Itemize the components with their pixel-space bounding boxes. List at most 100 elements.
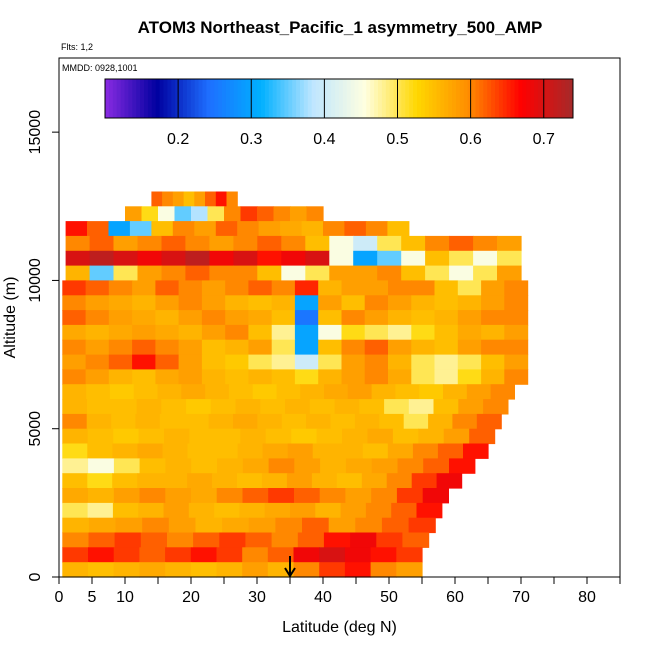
colorbar-segment bbox=[389, 79, 395, 118]
y-axis-label: Altitude (m) bbox=[2, 277, 19, 359]
colorbar-segment bbox=[385, 79, 391, 118]
colorbar-segment bbox=[218, 79, 223, 118]
heatmap-cell bbox=[62, 399, 88, 415]
heatmap-cell bbox=[294, 310, 319, 326]
heatmap-cell bbox=[297, 532, 325, 548]
heatmap-cell bbox=[245, 532, 273, 548]
colorbar-segment bbox=[436, 79, 441, 118]
heatmap-cell bbox=[85, 295, 110, 311]
colorbar-segment bbox=[264, 79, 270, 118]
heatmap-cell bbox=[113, 235, 139, 252]
heatmap-cell bbox=[271, 369, 296, 385]
heatmap-cell bbox=[401, 235, 426, 252]
colorbar-segment bbox=[147, 79, 153, 118]
heatmap-cell bbox=[318, 280, 343, 296]
heatmap-cell bbox=[457, 295, 482, 311]
heatmap-cell bbox=[108, 339, 133, 356]
heatmap-cell bbox=[362, 443, 389, 459]
heatmap-cell bbox=[115, 517, 143, 534]
heatmap-cell bbox=[237, 473, 263, 489]
heatmap-cell bbox=[402, 532, 430, 548]
colorbar-tick-label: 0.6 bbox=[460, 131, 482, 148]
heatmap-cell bbox=[62, 354, 87, 370]
colorbar-segment bbox=[292, 79, 297, 118]
heatmap-cell bbox=[88, 547, 115, 563]
heatmap-cell bbox=[294, 488, 321, 504]
heatmap-cell bbox=[483, 399, 509, 415]
heatmap-cell bbox=[190, 547, 218, 563]
heatmap-cell bbox=[341, 339, 366, 356]
heatmap-cell bbox=[388, 354, 412, 370]
colorbar-segment bbox=[498, 79, 504, 118]
heatmap-cell bbox=[242, 562, 269, 578]
heatmap-cell bbox=[161, 265, 187, 281]
heatmap-cell bbox=[225, 354, 250, 370]
heatmap-cell bbox=[257, 250, 282, 267]
heatmap-cell bbox=[457, 324, 482, 341]
heatmap-cell bbox=[364, 310, 389, 326]
heatmap-cell bbox=[473, 265, 498, 281]
heatmap-cell bbox=[504, 324, 529, 341]
heatmap-cell bbox=[186, 399, 212, 415]
heatmap-cell bbox=[397, 458, 424, 474]
heatmap-cell bbox=[108, 369, 133, 385]
colorbar-segment bbox=[307, 79, 313, 118]
heatmap-cell bbox=[306, 413, 332, 430]
heatmap-cell bbox=[381, 517, 410, 534]
heatmap-cell bbox=[443, 428, 470, 445]
heatmap-cell bbox=[88, 562, 115, 578]
heatmap-cell bbox=[271, 339, 296, 356]
heatmap-cell bbox=[312, 443, 339, 459]
heatmap-cell bbox=[457, 354, 482, 370]
heatmap-cell bbox=[344, 562, 372, 578]
colorbar-segment bbox=[557, 79, 562, 118]
heatmap-cell bbox=[62, 384, 87, 400]
heatmap-cell bbox=[188, 502, 215, 519]
colorbar-segment bbox=[151, 79, 157, 118]
heatmap-cell bbox=[108, 295, 133, 311]
x-tick-label: 80 bbox=[578, 589, 596, 606]
heatmap-cell bbox=[108, 354, 133, 370]
heatmap-cell bbox=[135, 413, 161, 430]
heatmap-cell bbox=[318, 310, 343, 326]
x-tick-label: 10 bbox=[116, 589, 134, 606]
colorbar-segment bbox=[245, 79, 250, 118]
heatmap-cell bbox=[129, 221, 152, 237]
heatmap-cell bbox=[364, 295, 389, 311]
heatmap-cell bbox=[309, 399, 336, 415]
x-tick-label: 30 bbox=[248, 589, 266, 606]
x-tick-label: 20 bbox=[182, 589, 200, 606]
heatmap-cell bbox=[137, 235, 163, 252]
colorbar-segment bbox=[487, 79, 492, 118]
heatmap-cell bbox=[347, 384, 373, 400]
heatmap-cell bbox=[191, 206, 209, 222]
heatmap-cell bbox=[209, 235, 234, 252]
heatmap-cell bbox=[504, 280, 529, 296]
heatmap-cell bbox=[434, 280, 459, 296]
heatmap-cell bbox=[341, 369, 366, 385]
heatmap-cell bbox=[158, 206, 176, 222]
heatmap-cell bbox=[392, 428, 419, 445]
heatmap-cell bbox=[225, 310, 250, 326]
colorbar-segment bbox=[120, 79, 125, 118]
heatmap-cell bbox=[62, 295, 87, 311]
colorbar-segment bbox=[534, 79, 539, 118]
heatmap-cell bbox=[408, 517, 436, 534]
colorbar-segment bbox=[132, 79, 137, 118]
x-tick-label: 60 bbox=[446, 589, 464, 606]
heatmap-cell bbox=[320, 458, 347, 474]
heatmap-cell bbox=[324, 384, 349, 400]
heatmap-cell bbox=[411, 295, 436, 311]
heatmap-cell bbox=[434, 324, 459, 341]
heatmap-cell bbox=[89, 265, 115, 281]
heatmap-cell bbox=[403, 413, 429, 430]
colorbar-segment bbox=[366, 79, 371, 118]
colorbar-segment bbox=[432, 79, 437, 118]
colorbar-segment bbox=[225, 79, 231, 118]
heatmap-cell bbox=[388, 310, 412, 326]
heatmap-cell bbox=[201, 354, 226, 370]
heatmap-cell bbox=[418, 428, 445, 445]
heatmap-cell bbox=[350, 532, 377, 548]
heatmap-cell bbox=[497, 235, 522, 252]
